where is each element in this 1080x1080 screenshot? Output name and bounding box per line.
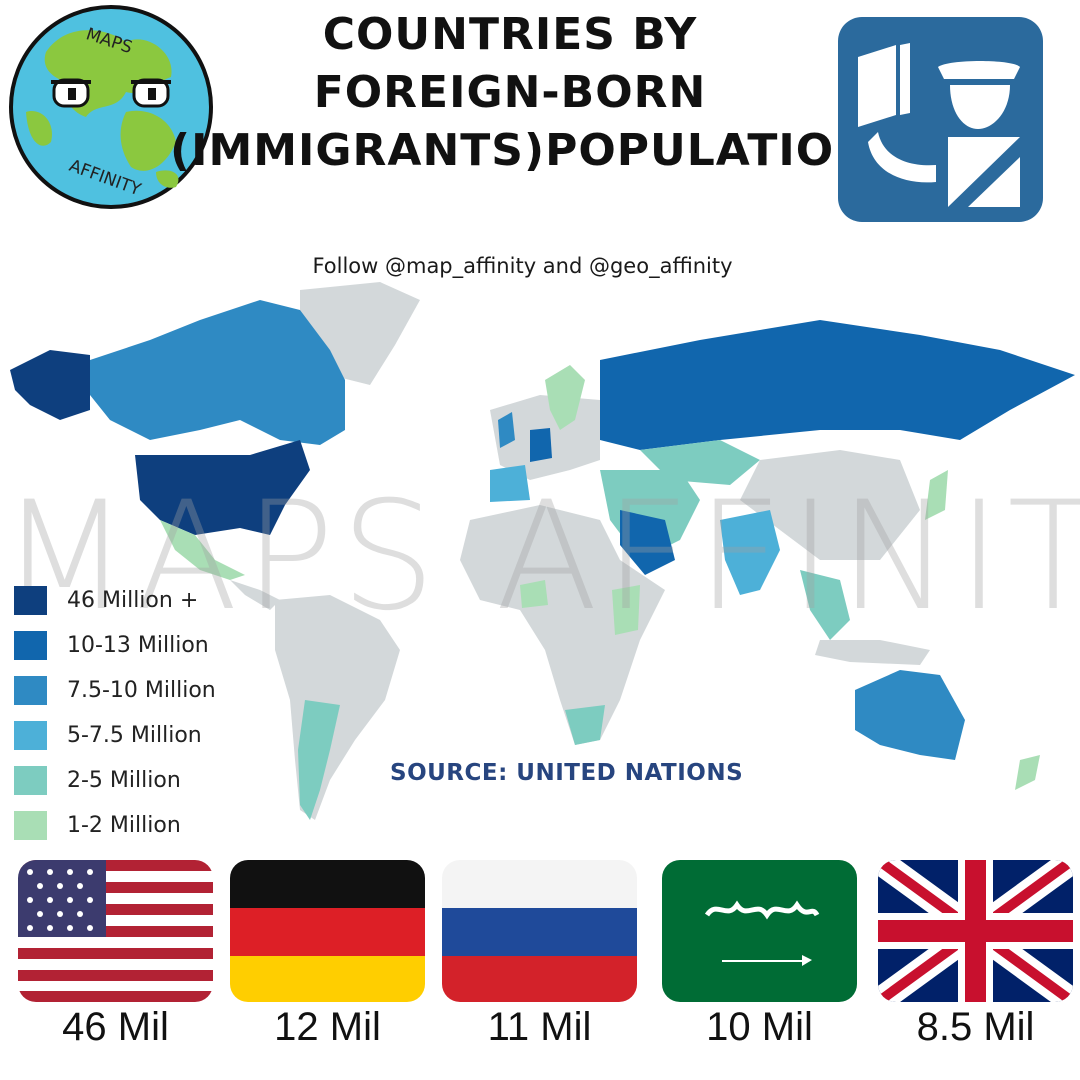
legend-item: 5-7.5 Million <box>14 713 216 758</box>
south-africa <box>565 705 605 745</box>
saudi-arabia <box>620 510 675 575</box>
legend-item: 1-2 Million <box>14 803 216 848</box>
germany-flag <box>230 860 425 1002</box>
argentina <box>298 700 340 820</box>
germany-value: 12 Mil <box>274 1005 381 1049</box>
legend-label: 46 Million + <box>67 588 199 613</box>
title-line: COUNTRIES BY <box>322 9 698 60</box>
legend-swatch <box>14 721 47 750</box>
russia-value: 11 Mil <box>487 1005 592 1049</box>
legend-label: 10-13 Million <box>67 633 209 658</box>
maps-affinity-logo: MAPS AFFINITY <box>9 5 213 209</box>
legend-item: 7.5-10 Million <box>14 668 216 713</box>
alaska <box>10 350 90 420</box>
japan <box>925 470 948 520</box>
nigeria <box>520 580 548 608</box>
source-note: SOURCE: UNITED NATIONS <box>390 760 744 786</box>
central-america <box>230 580 280 610</box>
germany <box>530 428 552 462</box>
title-line: (IMMIGRANTS)POPULATION <box>170 125 873 176</box>
legend-label: 7.5-10 Million <box>67 678 216 703</box>
legend-item: 2-5 Million <box>14 758 216 803</box>
legend-label: 5-7.5 Million <box>67 723 202 748</box>
russia-flag <box>442 860 637 1002</box>
usa-flag <box>18 860 213 1002</box>
united-kingdom <box>498 412 515 448</box>
legend-label: 2-5 Million <box>67 768 181 793</box>
indonesia <box>815 640 930 665</box>
australia <box>855 670 965 760</box>
legend-swatch <box>14 631 47 660</box>
east-africa <box>612 585 640 635</box>
china-asia <box>740 450 920 560</box>
mexico <box>160 520 245 580</box>
russia <box>600 320 1075 450</box>
united-states <box>135 440 310 535</box>
southeast-asia <box>800 570 850 640</box>
legend-item: 10-13 Million <box>14 623 216 668</box>
africa <box>460 505 665 745</box>
scandinavia <box>545 365 585 430</box>
immigration-officer-icon <box>838 17 1043 222</box>
world-map <box>10 282 1075 820</box>
legend-swatch <box>14 811 47 840</box>
subtitle: Follow @map_affinity and @geo_affinity <box>312 254 733 278</box>
france-spain <box>490 465 530 502</box>
saudi-arabia-flag <box>662 860 857 1002</box>
united-kingdom-value: 8.5 Mil <box>916 1005 1035 1049</box>
legend-item: 46 Million + <box>14 578 216 623</box>
usa-value: 46 Mil <box>62 1005 169 1049</box>
new-zealand <box>1015 755 1040 790</box>
legend-swatch <box>14 586 47 615</box>
title-line: FOREIGN-BORN <box>313 67 707 118</box>
canada <box>90 300 345 445</box>
page-title: COUNTRIES BY FOREIGN-BORN (IMMIGRANTS)PO… <box>170 6 873 180</box>
legend-swatch <box>14 676 47 705</box>
legend: 46 Million + 10-13 Million 7.5-10 Millio… <box>14 578 216 848</box>
united-kingdom-flag <box>878 860 1073 1002</box>
legend-swatch <box>14 766 47 795</box>
legend-label: 1-2 Million <box>67 813 181 838</box>
saudi-arabia-value: 10 Mil <box>706 1005 813 1049</box>
india <box>720 510 780 595</box>
